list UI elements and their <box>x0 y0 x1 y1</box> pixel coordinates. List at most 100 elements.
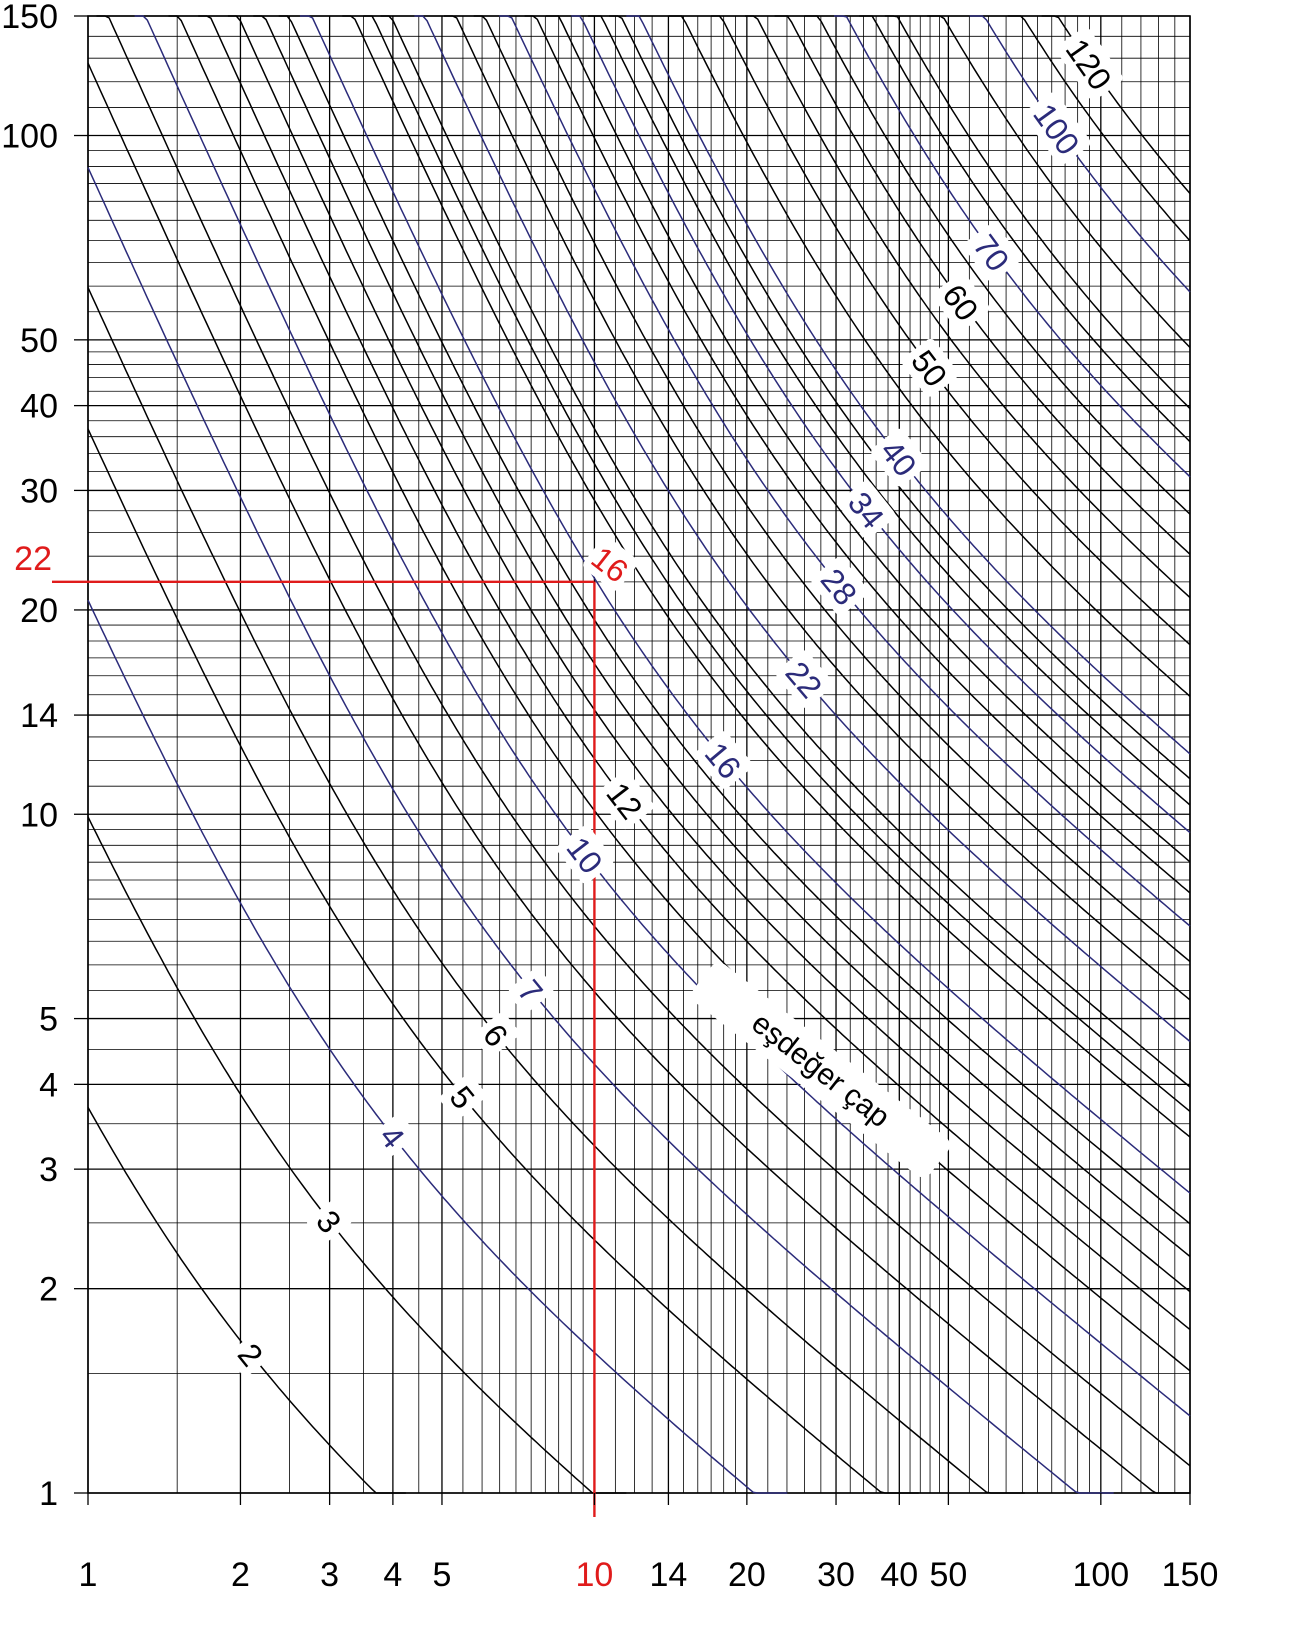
curve-label-text: 60 <box>935 278 985 328</box>
curve-de-minor <box>342 15 1191 1138</box>
curve-label-28: 28 <box>811 557 868 616</box>
curve-de-minor <box>253 15 1191 1258</box>
curve-de-minor <box>609 15 1191 780</box>
curve-de-minor <box>668 15 1191 697</box>
curve-de-minor <box>278 15 1191 1225</box>
curve-de-70 <box>834 15 1191 478</box>
curve-label-bg <box>370 1114 416 1159</box>
curve-de-12 <box>198 15 1191 1331</box>
curve-label-70: 70 <box>964 223 1021 282</box>
curve-de-60 <box>774 15 1191 555</box>
curve-de-minor <box>524 15 1191 894</box>
curve-de-7 <box>87 167 1114 1494</box>
curve-label-bg <box>838 480 895 539</box>
highlight-result-label: 16 <box>583 536 638 591</box>
curve-de-minor <box>588 15 1191 806</box>
curve-label-6: 6 <box>473 1012 519 1057</box>
curve-label-text: 16 <box>698 735 748 785</box>
curve-de-4 <box>87 599 788 1494</box>
curve-label-50: 50 <box>901 338 959 397</box>
curve-label-12: 12 <box>597 771 654 830</box>
curve-label-40: 40 <box>871 428 928 487</box>
curve-de-minor <box>380 15 1191 1088</box>
highlight-y-label: 22 <box>14 540 52 578</box>
y-tick-label: 5 <box>39 1001 58 1039</box>
curve-de-minor <box>96 15 1191 1467</box>
curve-label-text: 40 <box>873 433 923 483</box>
curve-de-50 <box>711 15 1191 646</box>
curve-de-6 <box>87 287 1025 1494</box>
curve-de-minor <box>363 15 1191 1112</box>
curve-label-bg <box>440 1074 486 1119</box>
y-tick-label: 10 <box>20 796 58 834</box>
curve-de-34 <box>571 15 1191 834</box>
curve-label-bg <box>933 273 990 331</box>
curve-de-120 <box>1041 15 1191 194</box>
x-tick-label: 10 <box>575 1556 613 1594</box>
x-tick-label: 50 <box>929 1556 967 1594</box>
curve-label-5: 5 <box>440 1074 486 1119</box>
x-tick-label: 40 <box>880 1556 918 1594</box>
y-tick-label: 40 <box>20 388 58 426</box>
curve-labels: 23456710121622283440506070100120eşdeğer … <box>228 27 1123 1376</box>
curve-de-minor <box>745 15 1191 599</box>
x-tick-label: 1 <box>79 1556 98 1594</box>
x-tick-label: 14 <box>649 1556 687 1594</box>
equivalent-diameter-curves <box>87 15 1191 1494</box>
x-tick-label: 100 <box>1072 1556 1129 1594</box>
y-tick-label: 50 <box>20 322 58 360</box>
y-tick-label: 150 <box>1 0 58 36</box>
curve-de-minor <box>545 15 1191 863</box>
curve-label-4: 4 <box>370 1114 416 1159</box>
curve-label-text: 10 <box>559 830 609 880</box>
curve-label-7: 7 <box>508 968 554 1013</box>
curve-de-minor <box>168 15 1191 1372</box>
curve-de-2 <box>87 1107 406 1494</box>
y-tick-label: 1 <box>39 1475 58 1513</box>
y-tick-label: 2 <box>39 1271 58 1309</box>
curve-de-minor <box>87 62 1190 1494</box>
curve-label-bg <box>901 338 959 397</box>
curve-label-3: 3 <box>307 1199 353 1243</box>
curve-de-100 <box>969 15 1191 293</box>
curve-label-bg <box>228 1332 274 1376</box>
curve-de-minor <box>804 15 1191 515</box>
curve-de-minor <box>927 15 1191 349</box>
x-tick-label: 4 <box>383 1556 402 1594</box>
curve-label-text: 50 <box>904 343 954 393</box>
x-tick-label: 2 <box>231 1556 250 1594</box>
curve-de-3 <box>87 816 627 1494</box>
y-tick-label: 20 <box>20 592 58 630</box>
curve-de-minor <box>1007 15 1191 242</box>
y-tick-label: 30 <box>20 472 58 510</box>
curve-label-text: 22 <box>779 655 829 705</box>
curve-label-bg <box>307 1199 353 1243</box>
curve-label-10: 10 <box>557 825 614 884</box>
x-tick-label: 150 <box>1162 1556 1219 1594</box>
x-tick-label: 30 <box>817 1556 855 1594</box>
highlight-lines: 16 <box>52 536 638 1517</box>
x-tick-label: 20 <box>728 1556 766 1594</box>
curve-label-16: 16 <box>695 731 752 789</box>
curve-label-text: 34 <box>841 485 891 535</box>
curve-de-minor <box>227 15 1191 1293</box>
y-tick-label: 100 <box>1 118 58 156</box>
curve-label-2: 2 <box>228 1332 274 1376</box>
curve-label-bg <box>695 731 752 789</box>
curve-de-minor <box>884 15 1191 410</box>
curve-de-10 <box>134 15 1191 1417</box>
curve-de-5 <box>87 428 919 1494</box>
x-tick-label: 5 <box>433 1556 452 1594</box>
curve-label-bg <box>811 557 868 616</box>
curve-de-minor <box>859 15 1191 443</box>
curve-label-bg <box>964 223 1021 282</box>
curve-label-bg <box>776 650 833 708</box>
y-tick-label: 4 <box>39 1066 58 1104</box>
y-tick-label: 3 <box>39 1151 58 1189</box>
highlight-result-bg <box>583 536 638 591</box>
x-tick-label: 3 <box>320 1556 339 1594</box>
curve-label-bg <box>1024 92 1091 165</box>
curve-label-bg <box>1056 27 1123 100</box>
plot-frame <box>87 15 1191 1494</box>
curve-de-minor <box>444 15 1191 1001</box>
